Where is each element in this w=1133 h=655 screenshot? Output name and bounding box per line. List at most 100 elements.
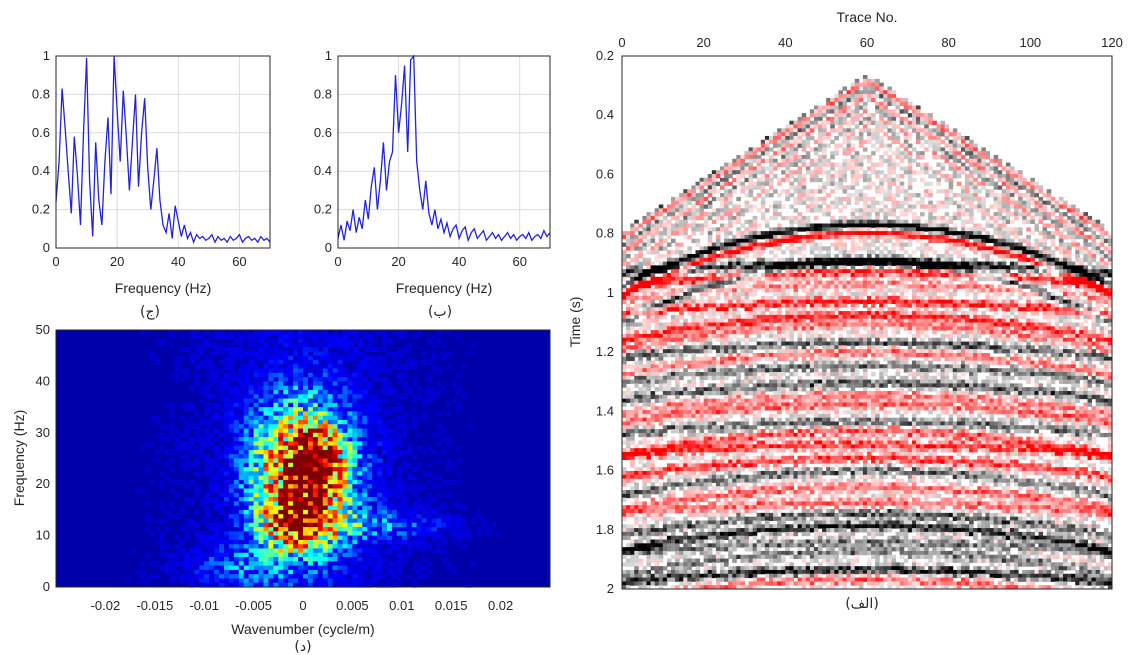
heatmap-cell [293,368,299,374]
heatmap-cell [337,561,344,567]
heatmap-cell [209,377,215,382]
heatmap-cell [243,522,250,528]
heatmap-cell [317,398,324,404]
heatmap-cell [401,415,408,421]
heatmap-cell [411,539,418,545]
heatmap-cell [194,424,200,430]
trace-sample [646,284,652,289]
heatmap-cell [382,428,388,434]
heatmap-cell [357,338,363,344]
heatmap-cell [406,449,413,455]
heatmap-cell [312,574,319,580]
trace-sample [634,257,639,263]
trace-sample [634,333,639,339]
heatmap-cell [352,441,358,447]
trace-sample [707,558,713,563]
x-tick-label: -0.02 [91,598,121,613]
trace-sample [671,543,676,548]
trace-sample [662,581,668,586]
trace-sample [687,470,692,476]
heatmap-cell [352,509,358,515]
heatmap-cell [411,505,418,511]
trace-sample [687,349,692,354]
trace-sample [622,440,627,445]
heatmap-cell [382,557,388,562]
heatmap-cell [337,484,344,490]
trace-sample [630,326,635,331]
heatmap-cell [253,569,260,575]
heatmap-cell [362,454,368,460]
heatmap-cell [179,561,186,567]
heatmap-cell [263,527,270,532]
trace-sample [724,299,729,304]
trace-sample [658,505,664,510]
trace-sample [650,250,656,255]
heatmap-cell [288,565,294,571]
heatmap-cell [139,578,146,584]
heatmap-cell [174,359,181,365]
trace-sample [662,273,668,278]
heatmap-cell [396,372,403,378]
heatmap-cell [238,565,245,571]
trace-sample [720,223,725,228]
trace-sample [724,478,729,483]
trace-sample [707,547,713,552]
heatmap-cell [298,359,304,365]
heatmap-cell [332,415,339,421]
heatmap-cell [223,552,230,558]
heatmap-cell [377,389,383,395]
trace-sample [646,261,652,266]
heatmap-cell [312,479,319,485]
heatmap-cell [283,509,289,515]
heatmap-cell [233,424,240,430]
heatmap-cell [209,522,215,528]
heatmap-cell [159,432,166,438]
trace-sample [703,189,709,194]
trace-sample [703,204,709,209]
trace-sample [720,166,725,171]
heatmap-cell [337,381,344,387]
trace-sample [675,303,680,308]
heatmap-cell [303,385,309,391]
heatmap-cell [362,355,368,361]
heatmap-cell [184,552,190,558]
heatmap-cell [258,437,265,442]
heatmap-cell [362,411,368,417]
trace-sample [687,444,692,449]
trace-sample [715,375,721,381]
heatmap-cell [169,428,176,434]
trace-sample [662,311,668,316]
trace-sample [687,558,692,563]
trace-sample [622,528,627,533]
trace-sample [715,509,721,514]
heatmap-cell [312,389,319,395]
heatmap-cell [337,407,344,412]
heatmap-cell [411,359,418,365]
trace-sample [662,543,668,548]
heatmap-cell [268,565,274,571]
heatmap-cell [322,419,329,425]
heatmap-cell [317,501,324,507]
trace-sample [724,295,729,301]
heatmap-cell [303,467,309,472]
heatmap-cell [159,437,166,442]
heatmap-cell [327,539,334,545]
trace-sample [687,398,692,403]
trace-sample [622,448,627,453]
trace-sample [666,379,672,384]
heatmap-cell [228,449,235,455]
trace-sample [650,368,656,373]
trace-sample [630,417,635,422]
heatmap-cell [144,514,151,520]
heatmap-cell [372,359,378,365]
trace-sample [642,337,647,343]
trace-sample [720,463,725,468]
heatmap-cell [307,574,314,580]
heatmap-cell [347,514,353,520]
trace-sample [715,170,721,175]
heatmap-cell [273,509,279,515]
heatmap-cell [303,389,309,395]
heatmap-cell [253,539,260,545]
trace-sample [671,349,676,354]
